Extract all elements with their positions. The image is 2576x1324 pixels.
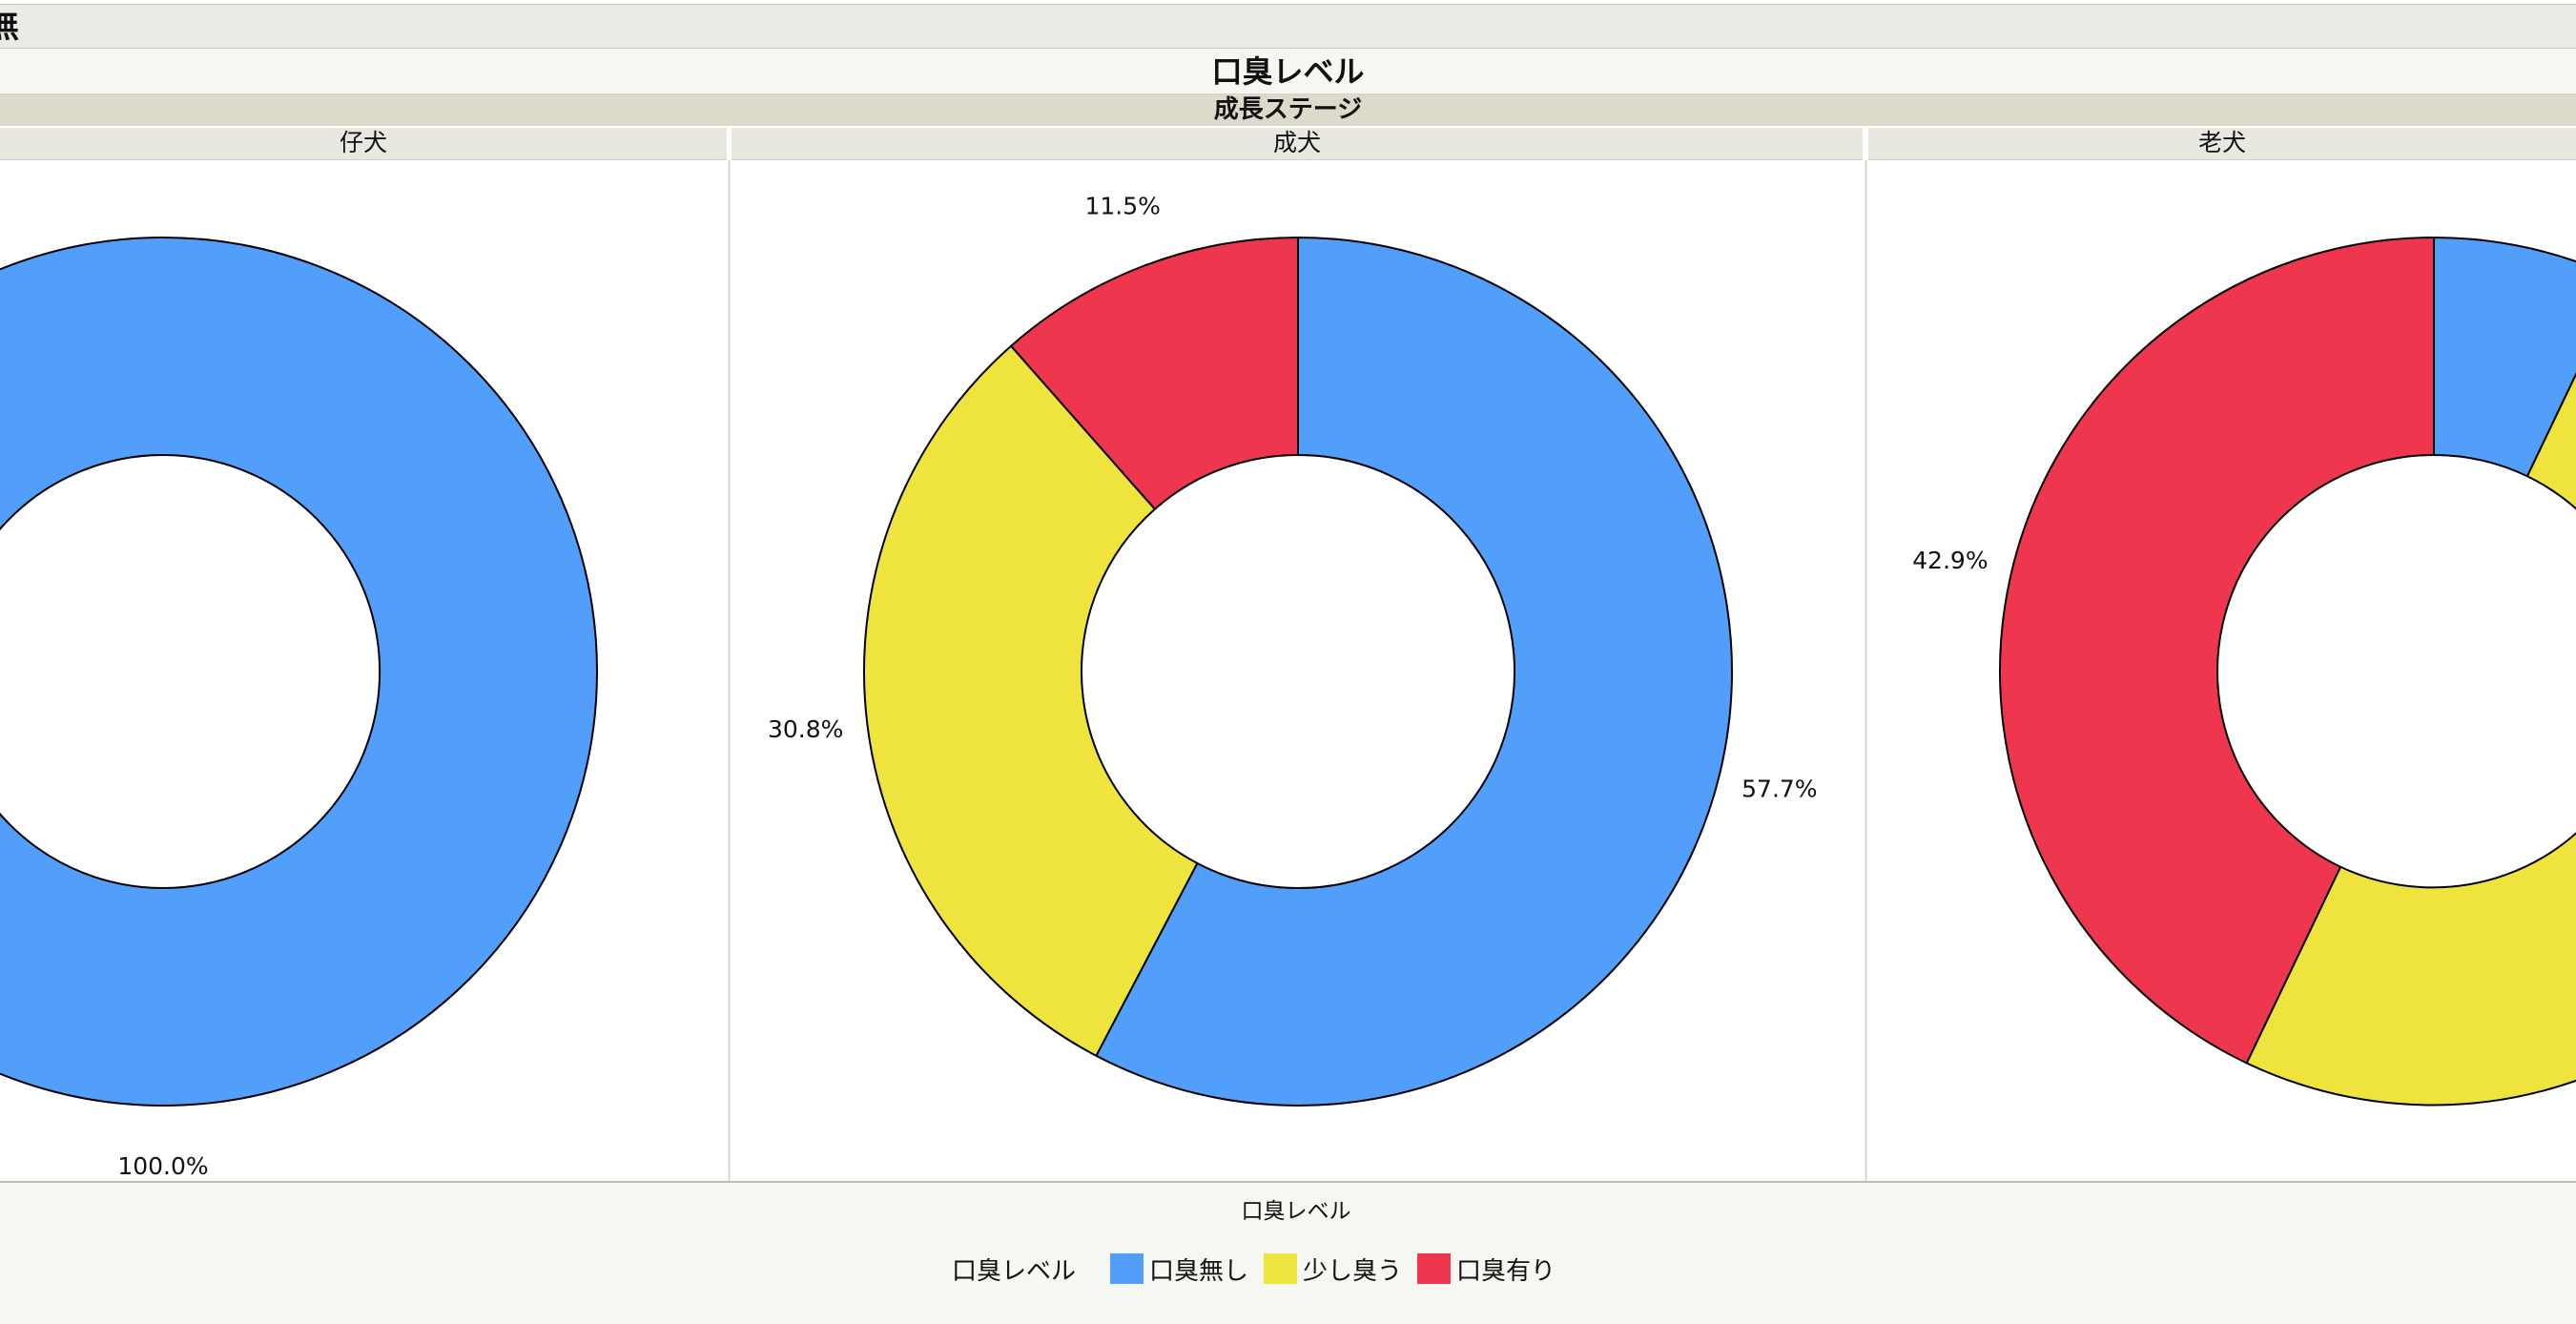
- donut-slice: [863, 344, 1199, 1058]
- legend: 口臭レベル 口臭無し 少し臭う 口臭有り: [952, 1250, 1571, 1288]
- plot-area: 100.0% 57.7% 30.8% 11.5% 42.9%: [0, 160, 2576, 1182]
- legend-entry: 口臭無し: [1110, 1252, 1248, 1287]
- panel-header-puppy: 仔犬: [0, 128, 727, 160]
- slice-label: 100.0%: [117, 1152, 208, 1180]
- legend-swatch: [1110, 1253, 1144, 1284]
- donut-charts: 100.0% 57.7% 30.8% 11.5% 42.9%: [0, 160, 2576, 1182]
- legend-swatch: [1264, 1253, 1298, 1284]
- donut-slice: [0, 236, 598, 1107]
- donut-slice: [1095, 236, 1733, 1107]
- chart-title: 口臭レベル: [1211, 53, 1365, 90]
- slice-label: 57.7%: [1741, 776, 1817, 803]
- donut-slice: [1999, 236, 2435, 1065]
- panel-header-adult: 成犬: [732, 128, 1863, 160]
- legend-title: 口臭レベル: [1241, 1199, 1351, 1224]
- slice-label: 42.9%: [1912, 547, 1988, 574]
- slice-label: 30.8%: [768, 715, 843, 743]
- top-band: 無: [0, 4, 2576, 49]
- legend-entry: 少し臭う: [1264, 1252, 1402, 1287]
- donut-slice: [2245, 372, 2576, 1107]
- legend-label: 少し臭う: [1303, 1256, 1403, 1286]
- legend-entry: 口臭有り: [1417, 1252, 1556, 1287]
- title-band: 口臭レベル: [0, 49, 2576, 94]
- legend-swatch: [1417, 1253, 1452, 1284]
- top-band-label: 無: [0, 8, 19, 46]
- legend-name: 口臭レベル: [952, 1256, 1077, 1286]
- legend-label: 口臭有り: [1456, 1256, 1556, 1286]
- legend-band: 口臭レベル 口臭レベル 口臭無し 少し臭う 口臭有り: [0, 1181, 2576, 1324]
- panel-header-senior: 老犬: [1868, 128, 2576, 160]
- legend-label: 口臭無し: [1149, 1256, 1249, 1286]
- slice-label: 11.5%: [1084, 193, 1160, 220]
- panel-header-band: 仔犬 成犬 老犬: [0, 126, 2576, 160]
- donut-slice: [1009, 236, 1299, 511]
- group-title: 成長ステージ: [1213, 95, 1363, 124]
- donut-slice: [2433, 236, 2576, 478]
- group-band: 成長ステージ: [0, 94, 2576, 126]
